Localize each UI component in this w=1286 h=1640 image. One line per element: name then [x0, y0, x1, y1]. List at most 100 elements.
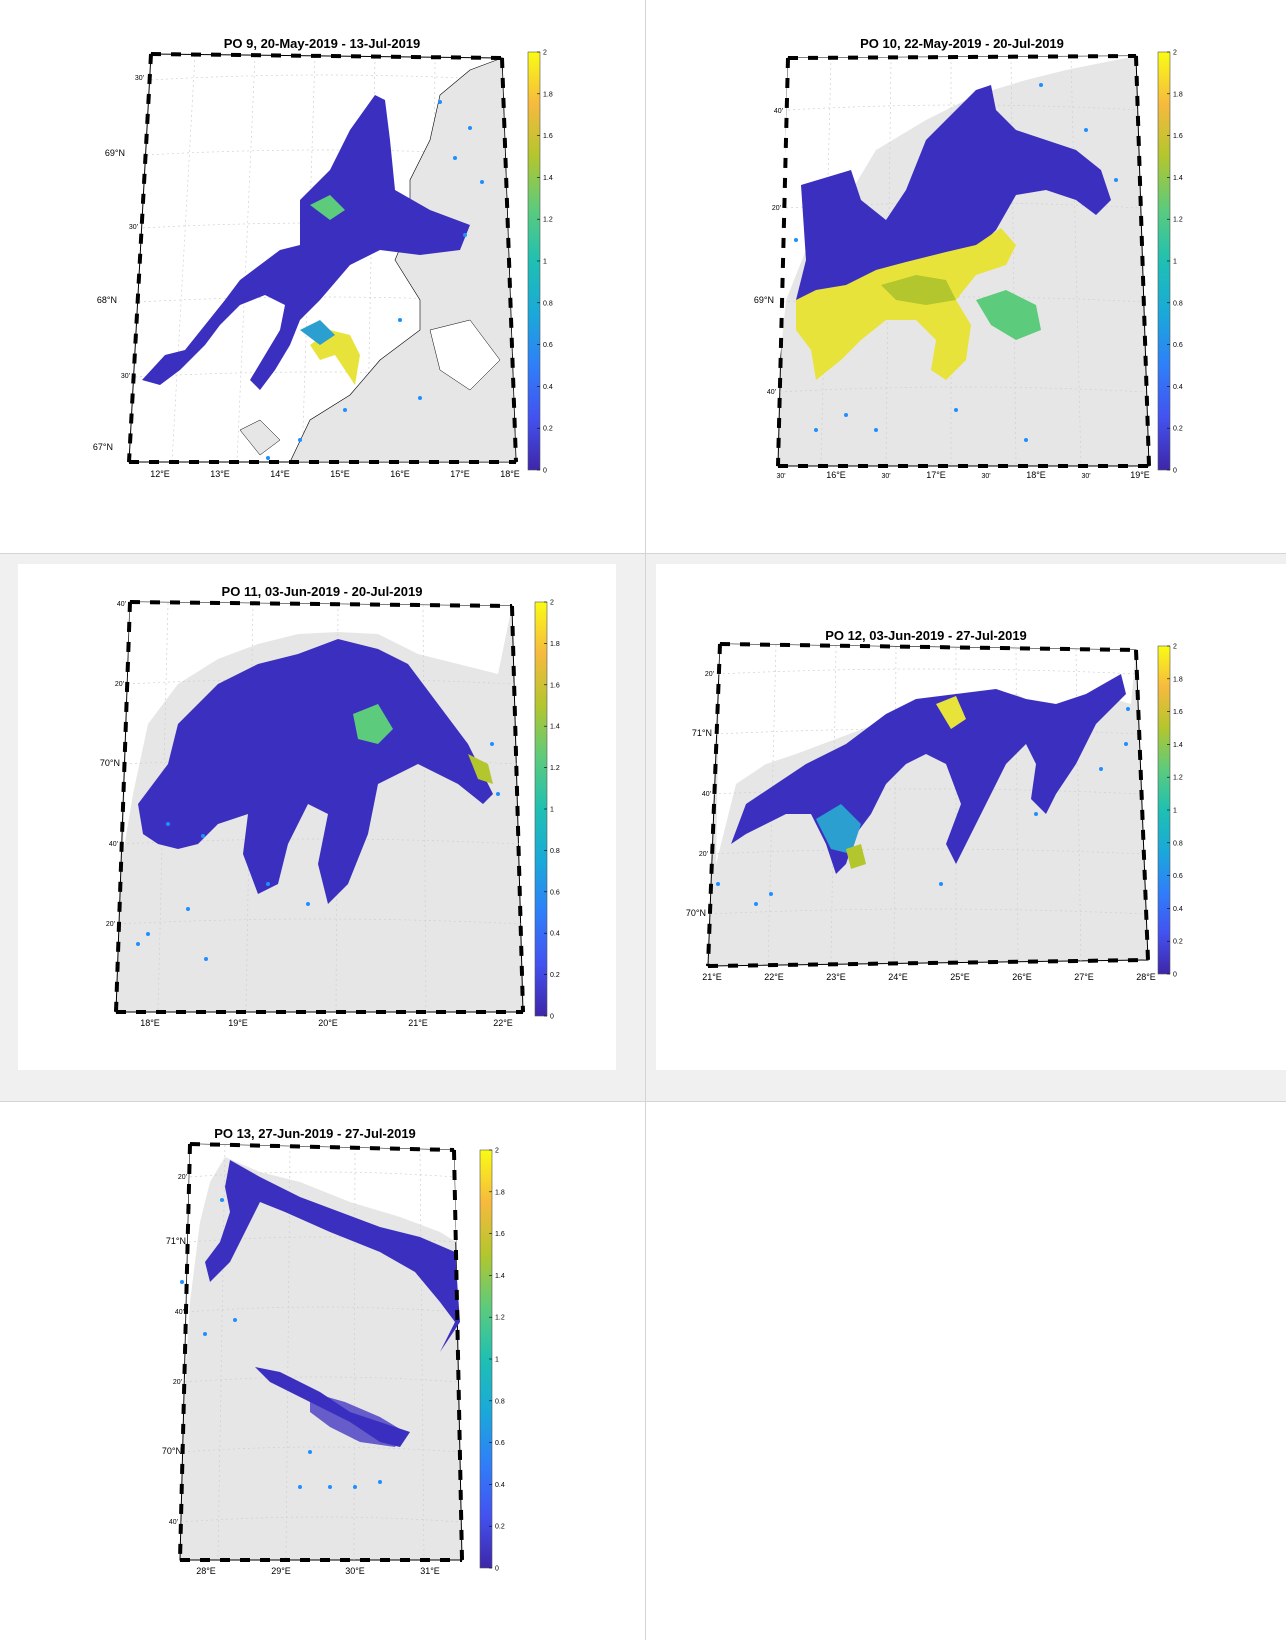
- colorbar-tick-label: 0.2: [495, 1524, 505, 1531]
- lat-minor-label: 40': [169, 1519, 178, 1526]
- lon-minor-label: 30': [981, 473, 990, 480]
- colorbar-tick-label: 0.2: [1173, 426, 1183, 433]
- colorbar-tick-label: 2: [1173, 644, 1177, 651]
- colorbar-tick-label: 0: [543, 468, 547, 475]
- panel-title: PO 13, 27-Jun-2019 - 27-Jul-2019: [214, 1126, 416, 1141]
- fjord-mid-high-values: [846, 844, 866, 869]
- panel-title: PO 9, 20-May-2019 - 13-Jul-2019: [224, 36, 421, 51]
- colorbar-tick-label: 1: [1173, 259, 1177, 266]
- lon-label: 20°E: [318, 1018, 338, 1028]
- colorbar-tick-label: 1.6: [1173, 133, 1183, 140]
- station-markers: [716, 707, 1130, 906]
- lat-label: 71°N: [692, 728, 712, 738]
- fjord-high-values: [936, 696, 966, 729]
- lat-label: 67°N: [93, 442, 113, 452]
- island: [239, 419, 281, 456]
- colorbar-tick-label: 1.2: [543, 217, 553, 224]
- lat-minor-label: 20': [178, 1174, 187, 1181]
- fjord-mid-values: [353, 704, 393, 744]
- colorbar-tick-label: 1: [543, 259, 547, 266]
- map-po11: PO 11, 03-Jun-2019 - 20-Jul-2019 70°N 40…: [100, 584, 560, 1028]
- colorbar-tick-label: 2: [1173, 50, 1177, 57]
- lon-label: 19°E: [228, 1018, 248, 1028]
- lat-minor-label: 40': [117, 601, 126, 608]
- colorbar-tick-label: 1.2: [550, 765, 560, 772]
- station-markers: [794, 83, 1118, 442]
- grid-divider-row1: [0, 553, 1286, 554]
- lon-label: 25°E: [950, 972, 970, 982]
- fjord-coverage: [796, 85, 1111, 300]
- lon-label: 18°E: [140, 1018, 160, 1028]
- sea-area: [778, 56, 1136, 380]
- fjord-mid-high-values: [468, 754, 493, 784]
- colorbar-tick-label: 1.4: [543, 175, 553, 182]
- lat-minor-label: 40': [767, 389, 776, 396]
- colorbar-tick-label: 1.6: [543, 133, 553, 140]
- lat-minor-label: 20': [772, 205, 781, 212]
- lat-label: 68°N: [97, 295, 117, 305]
- colorbar-tick-label: 2: [550, 600, 554, 607]
- colorbar: 0 0.2 0.4 0.6 0.8 1 1.2 1.4 1.6 1.8 2: [1157, 644, 1183, 979]
- map-panel-po9: PO 9, 20-May-2019 - 13-Jul-2019 69°N 68°…: [0, 0, 645, 553]
- lat-minor-label: 20': [705, 671, 714, 678]
- colorbar-tick-label: 1.4: [550, 724, 560, 731]
- lon-label: 31°E: [420, 1566, 440, 1576]
- colorbar-tick-label: 1.8: [550, 641, 560, 648]
- colorbar-tick-label: 0.4: [543, 384, 553, 391]
- colorbar-tick-label: 1.2: [1173, 775, 1183, 782]
- lon-label: 28°E: [1136, 972, 1156, 982]
- lake: [429, 319, 501, 391]
- lat-minor-label: 20': [699, 851, 708, 858]
- station-markers: [180, 1198, 382, 1489]
- lon-label: 17°E: [926, 470, 946, 480]
- colorbar-tick-label: 0.4: [550, 931, 560, 938]
- colorbar: 0 0.2 0.4 0.6 0.8 1 1.2 1.4 1.6 1.8 2: [479, 1148, 505, 1573]
- colorbar-tick-label: 0: [495, 1566, 499, 1573]
- station-markers: [136, 742, 500, 961]
- colorbar-tick-label: 0.4: [1173, 384, 1183, 391]
- lat-minor-label: 40': [109, 841, 118, 848]
- lat-label: 69°N: [754, 295, 774, 305]
- lat-minor-label: 30': [135, 75, 144, 82]
- lat-minor-label: 20': [173, 1379, 182, 1386]
- fjord-high-values: [796, 228, 1016, 380]
- lon-labels: 12°E 13°E 14°E 15°E 16°E 17°E 18°E: [150, 469, 520, 479]
- colorbar: 0 0.2 0.4 0.6 0.8 1 1.2 1.4 1.6 1.8 2: [527, 50, 553, 475]
- lat-label: 69°N: [105, 148, 125, 158]
- lon-label: 14°E: [270, 469, 290, 479]
- lon-label: 13°E: [210, 469, 230, 479]
- lon-label: 21°E: [408, 1018, 428, 1028]
- colorbar-tick-label: 2: [543, 50, 547, 57]
- lon-label: 16°E: [390, 469, 410, 479]
- colorbar-tick-label: 0.2: [1173, 939, 1183, 946]
- zebra-border: [776, 54, 1151, 468]
- colorbar: 0 0.2 0.4 0.6 0.8 1 1.2 1.4 1.6 1.8 2: [534, 600, 560, 1021]
- lat-label: 70°N: [162, 1446, 182, 1456]
- grid-divider-row2: [0, 1101, 1286, 1102]
- panel-title: PO 10, 22-May-2019 - 20-Jul-2019: [860, 36, 1064, 51]
- colorbar-tick-label: 0.8: [550, 848, 560, 855]
- colorbar-tick-label: 0: [550, 1014, 554, 1021]
- map-po10: PO 10, 22-May-2019 - 20-Jul-2019 69°N 40…: [754, 36, 1183, 480]
- grid-divider-vertical: [645, 0, 646, 1640]
- zebra-border: [706, 642, 1150, 968]
- fjord-mid-values: [976, 290, 1041, 340]
- sea-area: [716, 644, 1136, 864]
- colorbar-tick-label: 0.6: [1173, 342, 1183, 349]
- colorbar-tick-label: 1.6: [1173, 709, 1183, 716]
- lat-minor-label: 30': [121, 373, 130, 380]
- colorbar-tick-label: 0.8: [543, 300, 553, 307]
- map-po9: PO 9, 20-May-2019 - 13-Jul-2019 69°N 68°…: [93, 36, 553, 479]
- colorbar-tick-label: 0.6: [550, 889, 560, 896]
- colorbar-tick-label: 1.8: [1173, 91, 1183, 98]
- lon-minor-label: 30': [881, 473, 890, 480]
- lon-label: 18°E: [1026, 470, 1046, 480]
- lat-label: 70°N: [100, 758, 120, 768]
- colorbar-tick-label: 1: [1173, 808, 1177, 815]
- lon-label: 18°E: [500, 469, 520, 479]
- colorbar-tick-label: 1.8: [495, 1189, 505, 1196]
- colorbar-tick-label: 2: [495, 1148, 499, 1155]
- fjord-coverage: [142, 95, 470, 390]
- lon-minor-label: 30': [776, 473, 785, 480]
- lon-label: 12°E: [150, 469, 170, 479]
